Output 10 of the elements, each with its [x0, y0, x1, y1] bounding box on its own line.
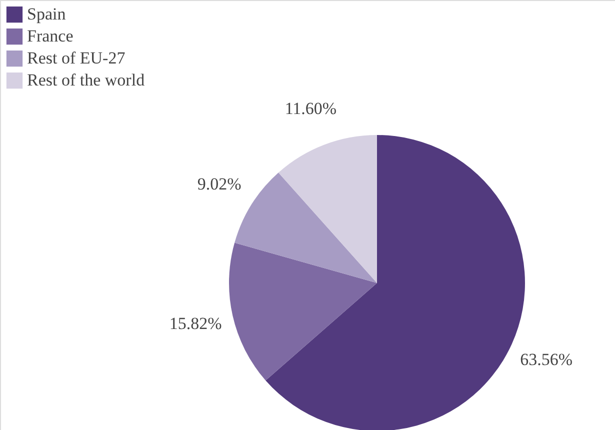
legend-label: Rest of the world [27, 70, 146, 90]
data-label: 15.82% [169, 314, 222, 333]
legend-label: France [27, 26, 74, 46]
data-label: 63.56% [520, 350, 573, 369]
legend-label: Rest of EU-27 [27, 48, 126, 68]
data-label: 9.02% [197, 174, 242, 194]
data-label: 11.60% [284, 99, 337, 118]
legend-label: Spain [27, 4, 66, 24]
pie-slice [278, 135, 377, 283]
pie-slice [229, 242, 377, 380]
